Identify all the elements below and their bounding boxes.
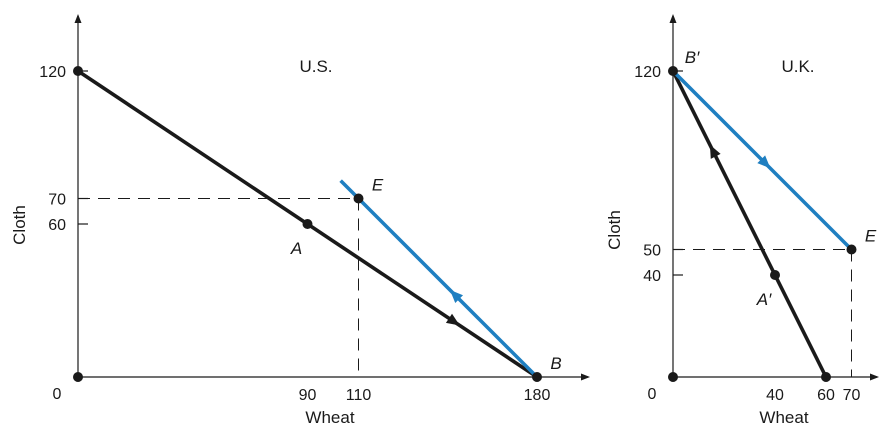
data-point <box>668 66 678 76</box>
origin-label: 0 <box>53 386 62 403</box>
data-point <box>353 193 364 204</box>
y-tick-label-70: 70 <box>48 192 66 209</box>
data-point <box>73 372 83 382</box>
y-tick-label-120: 120 <box>39 64 66 81</box>
x-tick-label-40: 40 <box>766 387 784 404</box>
data-point <box>302 219 313 229</box>
x-axis-label: Wheat <box>305 408 354 427</box>
production-frontier-line <box>671 70 828 378</box>
data-point <box>846 244 857 255</box>
point-label-e: E <box>372 176 384 195</box>
trade-line <box>339 179 539 379</box>
us-panel: 120 70 60 90 110 180 0 A E B U.S. Wheat Cloth <box>10 14 590 427</box>
x-tick-label-180: 180 <box>524 387 551 404</box>
x-axis-arrowhead <box>870 373 879 381</box>
data-point <box>821 372 831 382</box>
y-tick-label-120: 120 <box>634 64 661 81</box>
point-label-b: B′ <box>685 48 700 67</box>
y-axis-arrowhead <box>74 14 82 23</box>
y-axis-label: Cloth <box>10 205 29 245</box>
data-point <box>73 66 83 76</box>
x-tick-label-70: 70 <box>843 387 861 404</box>
x-tick-label-90: 90 <box>299 387 317 404</box>
uk-panel: 120 50 40 40 60 70 0 B′ A′ E U.K. Wheat Cloth <box>605 14 879 427</box>
y-axis-arrowhead <box>669 14 677 23</box>
y-tick-label-40: 40 <box>643 268 661 285</box>
data-point <box>770 270 780 280</box>
data-point <box>532 372 542 382</box>
direction-arrow <box>757 155 771 169</box>
y-axis-label: Cloth <box>605 210 624 250</box>
origin-label: 0 <box>648 386 657 403</box>
point-label-e: E <box>865 227 877 246</box>
direction-arrow <box>445 313 460 326</box>
point-label-a: A′ <box>756 290 772 309</box>
x-axis-arrowhead <box>581 373 590 381</box>
direction-arrow <box>709 144 721 159</box>
direction-arrow <box>449 289 464 304</box>
point-label-a: A <box>290 239 302 258</box>
chart-title: U.K. <box>781 57 814 76</box>
x-axis-label: Wheat <box>759 408 808 427</box>
y-tick-label-50: 50 <box>643 243 661 260</box>
data-point <box>668 372 678 382</box>
x-tick-label-110: 110 <box>346 387 372 404</box>
y-tick-label-60: 60 <box>48 217 66 234</box>
x-tick-label-60: 60 <box>817 387 835 404</box>
point-label-b: B <box>550 354 561 373</box>
chart-title: U.S. <box>299 57 332 76</box>
